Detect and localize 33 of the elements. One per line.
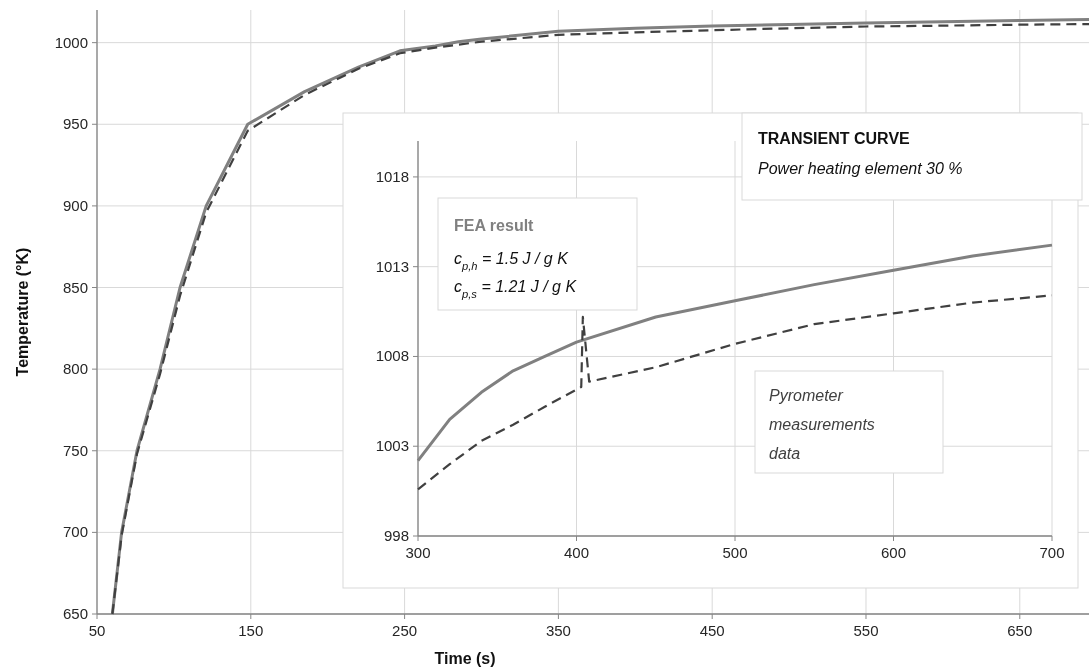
y-tick-label: 650 xyxy=(62,605,88,622)
x-tick-label: 400 xyxy=(563,544,590,561)
y-tick-label: 1018 xyxy=(375,167,409,185)
x-tick-label: 50 xyxy=(88,622,106,639)
y-tick-label: 998 xyxy=(383,527,409,544)
x-tick-label: 500 xyxy=(722,544,748,561)
y-tick-label: 950 xyxy=(62,115,88,133)
text: Pyrometer measurements data xyxy=(769,387,875,462)
x-tick-label: 450 xyxy=(699,622,725,639)
annotation: Power heating element 30 % xyxy=(758,160,963,177)
x-axis-title: Time (s) xyxy=(434,650,496,667)
y-tick-label: 1013 xyxy=(375,257,409,275)
y-tick-label: 1003 xyxy=(375,437,409,455)
y-tick-label: 850 xyxy=(62,278,88,296)
x-tick-label: 650 xyxy=(1007,622,1033,639)
y-tick-label: 700 xyxy=(62,523,88,541)
y-tick-label: 900 xyxy=(62,196,88,214)
x-tick-label: 700 xyxy=(1039,544,1065,561)
x-tick-label: 250 xyxy=(392,622,418,639)
x-tick-label: 300 xyxy=(405,544,431,561)
y-axis-title: Temperature (°K) xyxy=(14,247,31,377)
annotation: c$_{p,s}$ = 1.21 J / g K xyxy=(454,278,578,300)
annotation: TRANSIENT CURVE xyxy=(758,130,911,147)
x-tick-label: 150 xyxy=(238,622,264,639)
y-tick-label: 750 xyxy=(62,441,88,459)
y-tick-label: 1000 xyxy=(54,33,88,51)
x-tick-label: 350 xyxy=(545,622,571,639)
y-tick-label: 1008 xyxy=(375,347,409,365)
x-tick-label: 550 xyxy=(853,622,879,639)
text: FEA result xyxy=(454,217,535,234)
x-tick-label: 600 xyxy=(880,544,907,561)
y-tick-label: 800 xyxy=(62,360,88,378)
annotation: c$_{p,h}$ = 1.5 J / g K xyxy=(454,250,570,272)
